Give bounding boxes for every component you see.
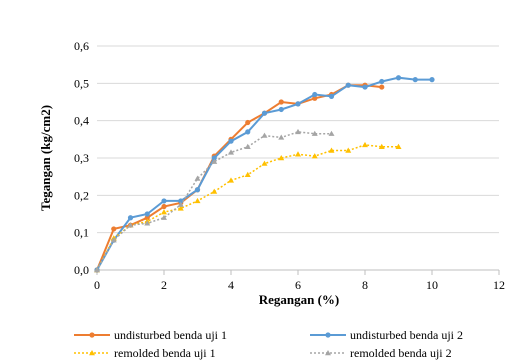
series-line	[96, 131, 332, 271]
data-point	[278, 134, 285, 140]
data-point	[295, 151, 301, 157]
data-point	[161, 209, 167, 215]
data-point	[245, 129, 251, 135]
data-point	[429, 77, 435, 83]
x-tick-label: 12	[493, 278, 505, 292]
data-point	[378, 143, 385, 149]
data-point	[161, 203, 167, 210]
data-point	[261, 110, 268, 116]
data-point	[278, 99, 284, 105]
legend-item-4: remolded benda uji 2	[310, 346, 452, 360]
data-point	[127, 222, 134, 228]
data-point	[362, 141, 368, 148]
x-tick-label: 2	[161, 278, 167, 292]
x-tick-label: 0	[94, 278, 100, 292]
legend-item-3: remolded benda uji 1	[74, 346, 216, 360]
x-tick-label: 8	[362, 278, 368, 292]
data-point	[177, 201, 184, 207]
gridlines	[97, 45, 499, 234]
data-point	[345, 147, 352, 153]
y-tick-label: 0,3	[74, 151, 89, 165]
data-point	[194, 175, 201, 181]
data-point	[278, 155, 285, 161]
series-2	[94, 75, 435, 273]
data-point	[127, 215, 134, 221]
data-point	[244, 143, 251, 149]
data-point	[278, 106, 284, 113]
data-point	[177, 205, 184, 211]
data-point	[395, 75, 402, 81]
data-point	[94, 267, 100, 273]
data-point	[211, 158, 218, 164]
x-tick-label: 4	[228, 278, 234, 292]
data-point	[228, 149, 234, 155]
data-point	[228, 177, 234, 183]
axes: 0,0 0,1 0,2 0,3 0,4 0,5 0,6 0 2 4 6 8 10 12	[74, 39, 505, 292]
data-point	[211, 155, 217, 161]
data-point	[295, 101, 301, 107]
data-point	[261, 132, 268, 138]
data-point	[161, 214, 167, 220]
data-point	[245, 119, 251, 126]
data-point	[261, 160, 268, 166]
data-point	[144, 220, 151, 226]
y-axis-title: Tegangan (kg/cm2)	[38, 105, 53, 211]
data-point	[412, 77, 418, 83]
data-point	[194, 187, 201, 193]
y-tick-label: 0,4	[74, 114, 89, 128]
data-point	[178, 198, 184, 204]
y-tick-label: 0,0	[74, 263, 89, 277]
data-point	[312, 91, 318, 98]
legend-label: undisturbed benda uji 1	[114, 328, 227, 342]
legend-swatch-marker	[325, 332, 331, 338]
data-point	[311, 130, 318, 136]
legend-item-2: undisturbed benda uji 2	[310, 328, 463, 342]
y-tick-label: 0,2	[74, 188, 89, 202]
data-point	[311, 153, 318, 159]
legend-swatch-marker	[325, 350, 331, 356]
series-4	[94, 128, 335, 273]
y-tick-label: 0,1	[74, 226, 89, 240]
legend-swatch-marker	[89, 332, 95, 338]
legend-label: undisturbed benda uji 2	[350, 328, 463, 342]
data-point	[328, 147, 335, 153]
series-line	[96, 84, 382, 271]
x-axis-title: Regangan (%)	[259, 292, 340, 307]
x-tick-label: 10	[426, 278, 438, 292]
legend: undisturbed benda uji 1 undisturbed benda…	[74, 328, 463, 360]
x-tick-label: 6	[295, 278, 301, 292]
legend-label: remolded benda uji 2	[350, 346, 452, 360]
data-point	[161, 198, 167, 204]
data-point	[295, 128, 301, 135]
data-point	[211, 188, 218, 194]
series-group	[94, 75, 435, 273]
data-point	[144, 215, 150, 221]
data-point	[194, 197, 201, 204]
data-point	[144, 211, 150, 217]
y-tick-label: 0,5	[74, 76, 89, 90]
legend-label: remolded benda uji 1	[114, 346, 216, 360]
data-point	[110, 237, 117, 243]
data-point	[345, 82, 351, 88]
data-point	[328, 93, 335, 99]
data-point	[379, 84, 385, 90]
legend-swatch-marker	[89, 350, 95, 356]
y-tick-label: 0,6	[74, 39, 89, 53]
data-point	[228, 138, 234, 144]
data-point	[328, 130, 335, 136]
data-point	[111, 226, 117, 232]
data-point	[362, 84, 368, 90]
data-point	[244, 171, 251, 177]
data-point	[312, 95, 318, 101]
data-point	[395, 143, 402, 149]
legend-item-1: undisturbed benda uji 1	[74, 328, 227, 342]
data-point	[379, 78, 385, 85]
